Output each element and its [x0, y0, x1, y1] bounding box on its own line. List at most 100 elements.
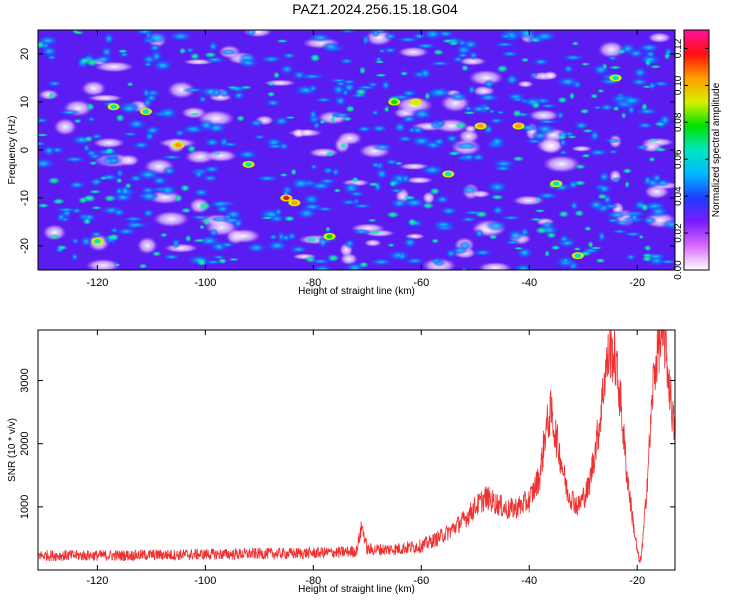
amplitude-patch: [370, 124, 389, 133]
low-amplitude-patch: [468, 69, 504, 86]
amplitude-patch: [159, 232, 168, 238]
amplitude-patch: [108, 156, 120, 165]
amplitude-patch: [427, 86, 453, 99]
amplitude-patch: [407, 218, 417, 227]
amplitude-patch: [500, 50, 520, 58]
amplitude-patch: [325, 151, 335, 157]
amplitude-patch: [605, 217, 622, 224]
amplitude-patch: [219, 241, 236, 249]
amplitude-patch: [569, 200, 580, 211]
amplitude-patch: [590, 93, 599, 99]
amplitude-patch: [487, 108, 496, 114]
amplitude-patch: [621, 112, 627, 119]
amplitude-patch: [453, 141, 480, 150]
amplitude-patch: [558, 137, 568, 148]
amplitude-patch: [142, 61, 154, 68]
amplitude-patch: [264, 143, 286, 149]
amplitude-patch: [286, 231, 298, 241]
amplitude-patch: [279, 173, 289, 177]
amplitude-patch: [492, 165, 514, 172]
amplitude-patch: [162, 165, 177, 177]
amplitude-patch: [512, 263, 535, 270]
amplitude-patch: [319, 119, 326, 125]
hotspot: [94, 239, 101, 244]
amplitude-patch: [354, 88, 367, 96]
colorbar: [683, 29, 710, 271]
amplitude-patch: [430, 257, 443, 264]
amplitude-patch: [327, 254, 340, 262]
amplitude-patch: [369, 257, 394, 266]
amplitude-patch: [331, 83, 346, 96]
amplitude-patch: [460, 64, 469, 72]
amplitude-patch: [350, 203, 374, 209]
amplitude-patch: [203, 56, 227, 64]
amplitude-patch: [321, 41, 342, 52]
amplitude-patch: [128, 174, 144, 183]
amplitude-patch: [581, 128, 594, 133]
amplitude-patch: [99, 176, 108, 180]
amplitude-patch: [108, 233, 120, 241]
low-amplitude-patch: [204, 149, 238, 163]
amplitude-patch: [434, 194, 451, 205]
x-tick-label: -120: [86, 277, 108, 289]
amplitude-patch: [386, 211, 400, 219]
amplitude-patch: [70, 252, 80, 262]
amplitude-patch: [340, 142, 347, 149]
amplitude-patch: [597, 229, 607, 243]
amplitude-patch: [361, 33, 370, 46]
amplitude-patch: [512, 109, 522, 118]
x-tick-label: -20: [629, 575, 645, 587]
amplitude-patch: [89, 230, 104, 239]
amplitude-patch: [150, 50, 164, 63]
amplitude-patch: [370, 161, 382, 169]
amplitude-patch: [597, 193, 608, 200]
amplitude-patch: [433, 49, 444, 56]
amplitude-patch: [513, 246, 524, 250]
amplitude-patch: [375, 167, 389, 181]
amplitude-patch: [351, 176, 359, 183]
amplitude-patch: [367, 218, 377, 223]
amplitude-patch: [184, 234, 192, 243]
amplitude-patch: [213, 151, 221, 156]
amplitude-patch: [439, 206, 459, 216]
amplitude-patch: [463, 111, 476, 115]
amplitude-patch: [573, 247, 582, 251]
amplitude-patch: [403, 195, 416, 200]
x-tick-label: -80: [305, 575, 321, 587]
amplitude-patch: [190, 52, 200, 60]
amplitude-patch: [498, 33, 514, 39]
amplitude-patch: [341, 79, 358, 85]
amplitude-patch: [368, 182, 380, 187]
snr-panel: -120 -100 -80 -60 -40 -20 1000 2000 3000 Height o…: [7, 329, 676, 595]
amplitude-patch: [228, 257, 240, 262]
amplitude-patch: [197, 118, 215, 132]
amplitude-patch: [661, 219, 675, 230]
amplitude-patch: [196, 258, 207, 266]
snr-series-line: [38, 330, 675, 564]
amplitude-patch: [531, 101, 541, 109]
amplitude-patch: [398, 251, 407, 262]
amplitude-patch: [199, 224, 205, 230]
amplitude-patch: [550, 245, 561, 251]
amplitude-patch: [208, 199, 232, 209]
amplitude-patch: [583, 226, 592, 232]
amplitude-patch: [394, 161, 404, 166]
amplitude-patch: [122, 216, 145, 222]
amplitude-patch: [139, 190, 159, 203]
amplitude-patch: [38, 203, 50, 208]
amplitude-patch: [511, 96, 525, 103]
amplitude-patch: [575, 164, 586, 170]
amplitude-patch: [226, 85, 239, 90]
amplitude-patch: [52, 198, 65, 205]
amplitude-patch: [493, 41, 517, 48]
x-tick-label: -100: [194, 575, 216, 587]
y-tick-label: 20: [19, 48, 31, 60]
hotspot: [245, 162, 252, 167]
amplitude-patch: [488, 117, 505, 125]
amplitude-patch: [343, 238, 356, 249]
y-tick-label: 2000: [19, 431, 31, 455]
amplitude-patch: [535, 191, 559, 200]
hotspot: [142, 109, 150, 114]
amplitude-patch: [571, 41, 580, 46]
amplitude-patch: [587, 198, 606, 212]
